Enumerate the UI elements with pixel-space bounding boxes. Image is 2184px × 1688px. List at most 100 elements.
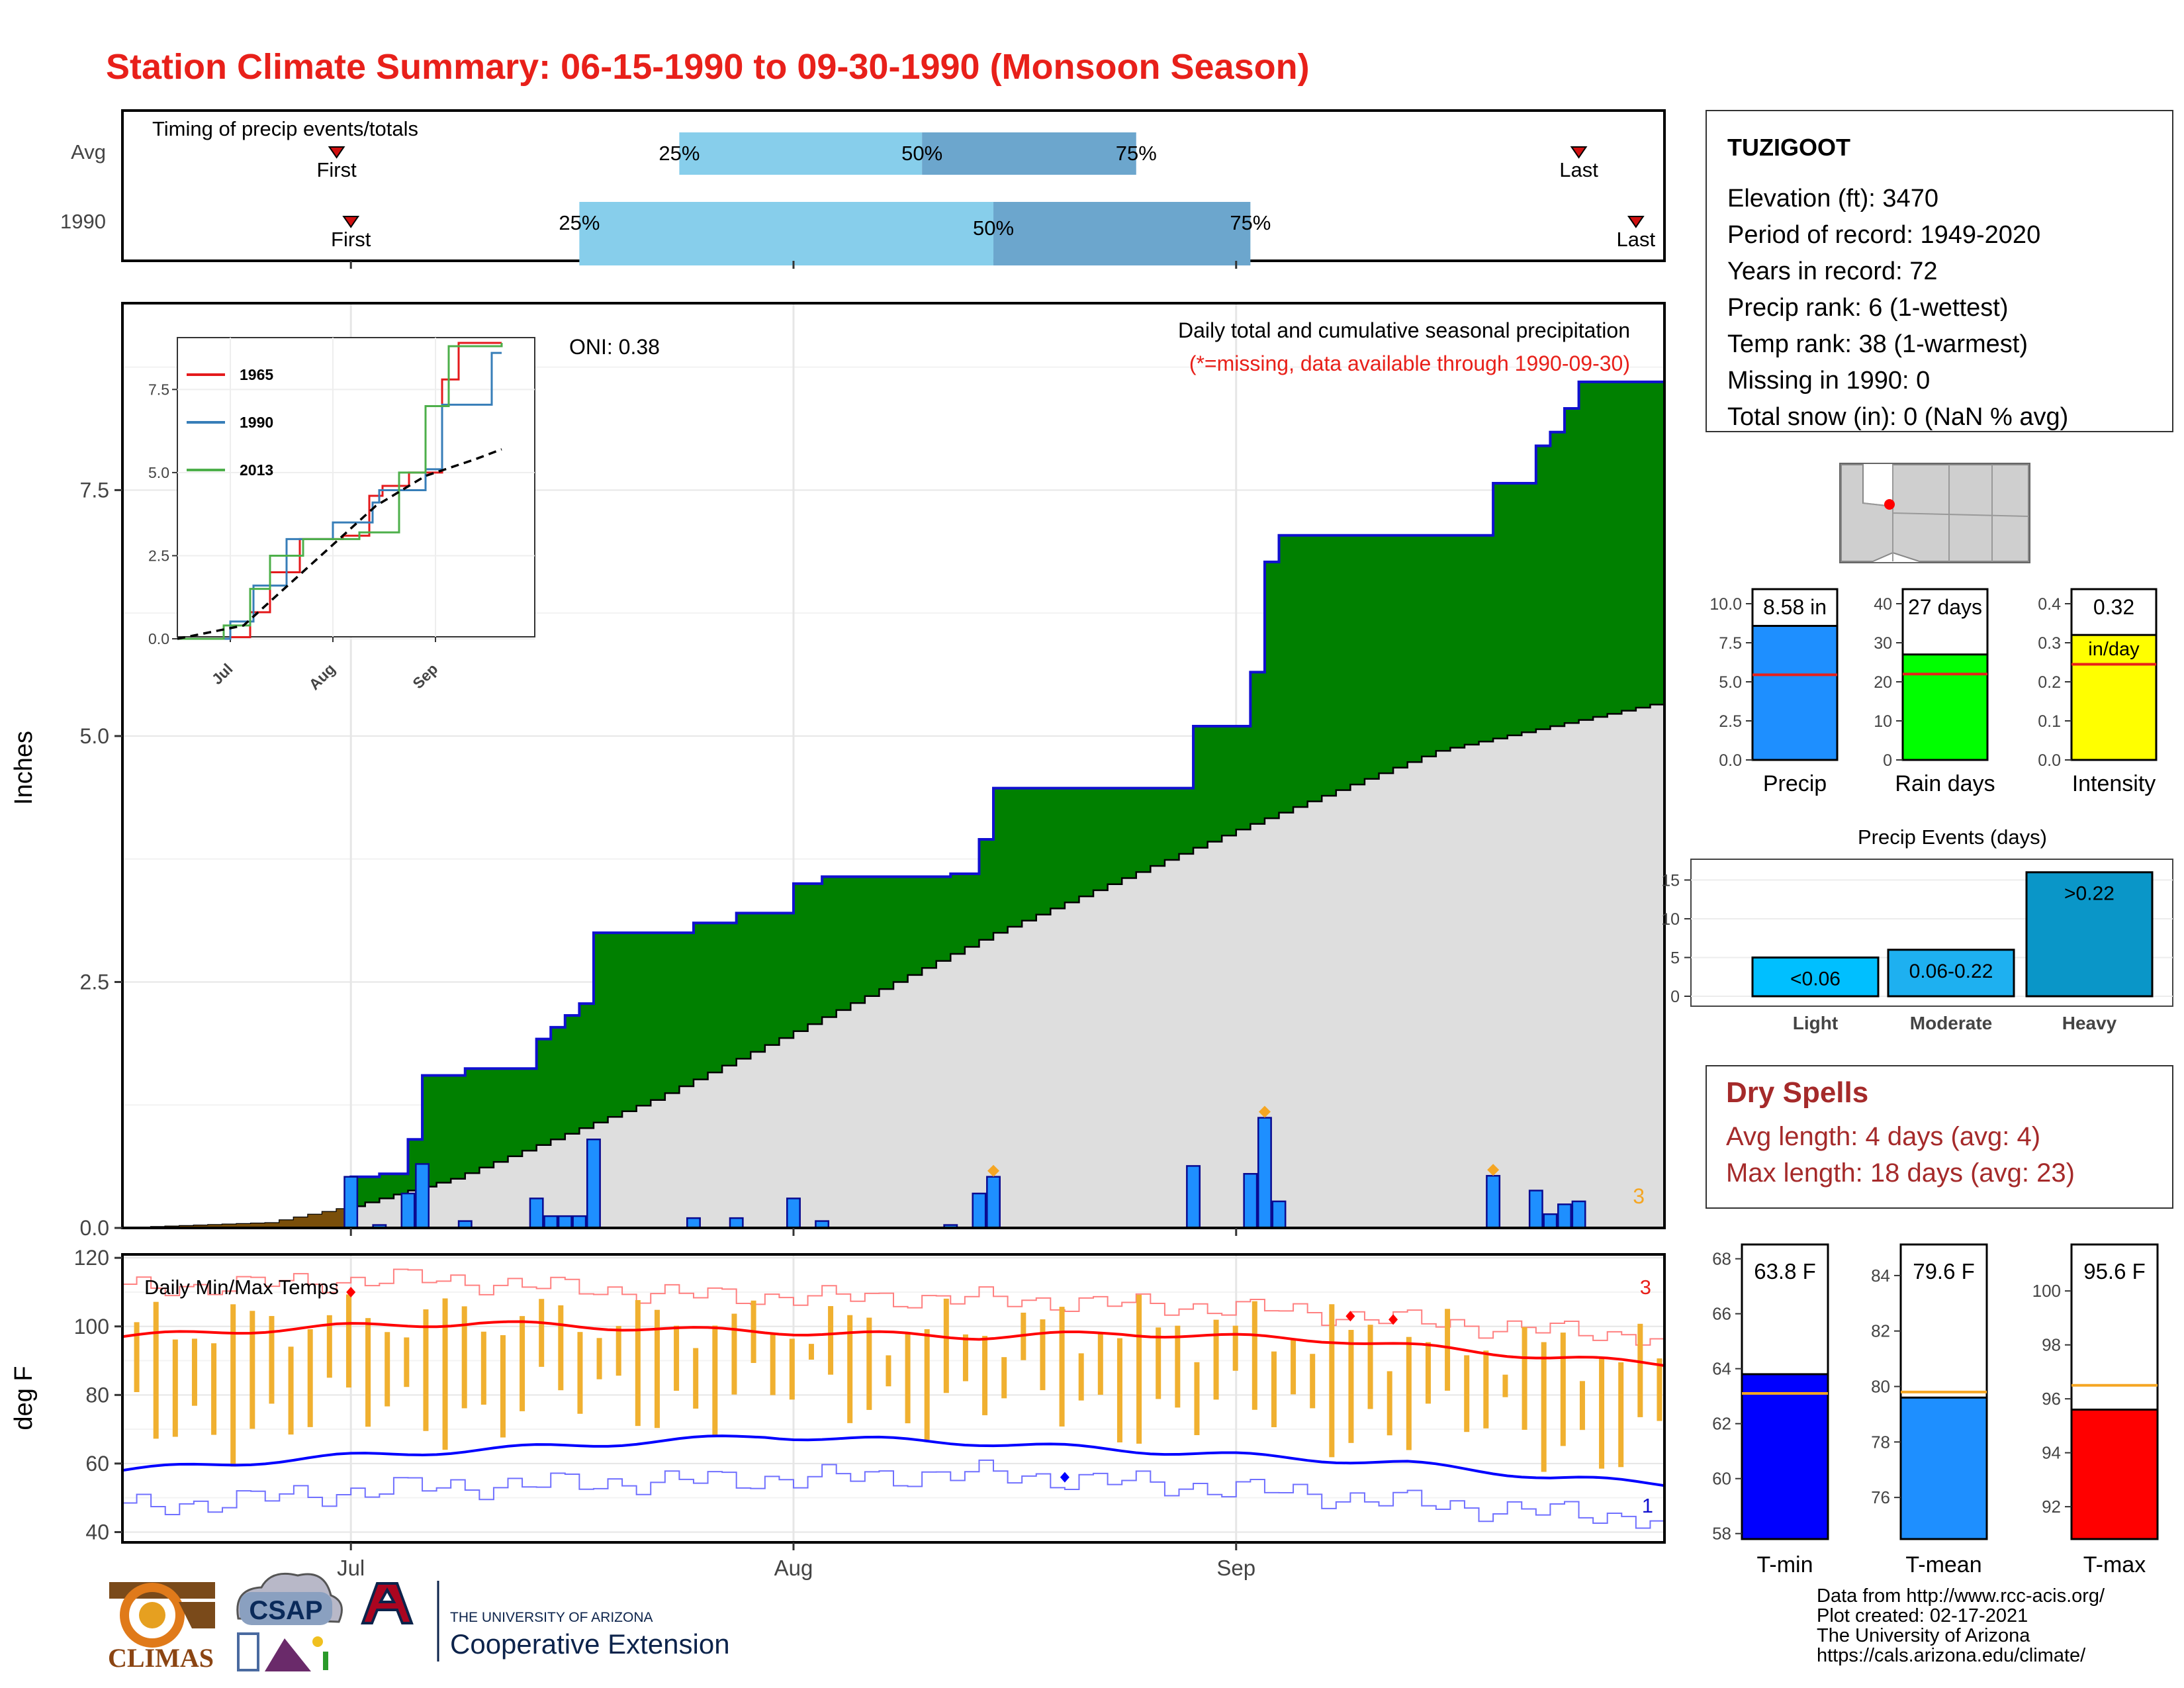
temp-summary-tick-label: 96: [2042, 1389, 2061, 1409]
daily-temp-bar: [1483, 1350, 1489, 1429]
daily-temp-bar: [250, 1311, 255, 1429]
summary-tick-label: 30: [1874, 634, 1892, 653]
daily-temp-bar: [1271, 1351, 1277, 1428]
temp-summary-label-0: T-min: [1757, 1552, 1813, 1577]
temp-summary-tick-label: 58: [1712, 1524, 1731, 1544]
daily-temp-bar: [1502, 1374, 1508, 1397]
temp-panel-title: Daily Min/Max Temps: [144, 1276, 339, 1299]
x-axis-tick-label: Aug: [774, 1556, 813, 1580]
timing-label-75: 75%: [1230, 211, 1271, 234]
events-category-0: Light: [1793, 1013, 1838, 1033]
timing-label-last: Last: [1617, 228, 1656, 251]
daily-temp-bar: [480, 1331, 486, 1405]
daily-temp-bar: [461, 1306, 467, 1409]
timing-label-50: 50%: [901, 142, 942, 165]
daily-temp-bar: [808, 1344, 814, 1360]
daily-temp-bar: [345, 1294, 351, 1388]
temp-missing-top: 3: [1640, 1276, 1651, 1299]
normal-min-line: [122, 1434, 1665, 1487]
station-info-line: Elevation (ft): 3470: [1727, 185, 1938, 212]
daily-temp-bar: [1232, 1325, 1238, 1371]
precip-y-tick-label: 2.5: [80, 970, 109, 994]
record-low-marker: [1060, 1472, 1069, 1483]
daily-precip-bar: [557, 1215, 572, 1229]
daily-temp-bar: [924, 1329, 930, 1440]
daily-temp-bar: [847, 1315, 853, 1423]
timing-label-75: 75%: [1116, 142, 1157, 165]
timing-marker-first: [328, 146, 345, 159]
inset-legend-label: 1965: [240, 366, 273, 383]
summary-bar-Intensity: [2070, 633, 2158, 761]
daily-precip-marker: [987, 1164, 1000, 1177]
daily-temp-bar: [1599, 1358, 1605, 1469]
temp-summary-tick-label: 82: [1871, 1321, 1890, 1341]
timing-box-upper-0: [922, 132, 1136, 175]
station-info-line: Years in record: 72: [1727, 258, 1938, 285]
daily-precip-marker: [1487, 1164, 1500, 1176]
daily-temp-bar: [1329, 1304, 1335, 1458]
summary-tick-label: 40: [1874, 595, 1892, 614]
events-bar-label-0: <0.06: [1790, 968, 1841, 990]
map-states-shape: [1841, 464, 2029, 562]
temperature-panel: 40 60 80 100 120 Daily Min/Max Temps 3 1 deg…: [10, 1228, 1666, 1580]
timing-marker-last: [1627, 216, 1645, 228]
daily-temp-bar: [1348, 1330, 1354, 1443]
daily-precip-bar: [1271, 1200, 1287, 1229]
daily-precip-bar: [1528, 1190, 1543, 1229]
summary-tick-label: 0: [1883, 751, 1892, 770]
timing-row-label-year: 1990: [60, 210, 106, 233]
daily-temp-bar: [230, 1304, 236, 1467]
station-location-dot: [1884, 499, 1895, 510]
timing-panel-title: Timing of precip events/totals: [152, 117, 418, 140]
daily-precip-bar: [972, 1192, 987, 1229]
temp-y-axis-label: deg F: [10, 1366, 38, 1430]
temp-summary-bar-T-max: [2070, 1408, 2159, 1540]
daily-temp-bar: [1136, 1295, 1142, 1444]
daily-temp-bar: [596, 1338, 602, 1380]
station-info-line: Period of record: 1949-2020: [1727, 221, 2040, 249]
station-info-box: TUZIGOOT Elevation (ft): 3470 Period of r…: [1706, 110, 2173, 432]
locator-map: [1839, 463, 2030, 563]
daily-temp-bar: [269, 1316, 275, 1404]
temp-summary-tick-label: 100: [2032, 1281, 2061, 1301]
daily-temp-bar: [1618, 1362, 1624, 1468]
daily-precip-bar: [400, 1192, 416, 1229]
daily-temp-bar: [211, 1343, 217, 1435]
university-logo: THE UNIVERSITY OF ARIZONA Cooperative Ex…: [361, 1581, 730, 1662]
summary-tick-label: 0.0: [1719, 751, 1742, 770]
daily-precip-bar: [1257, 1117, 1272, 1229]
daily-temp-bar: [1560, 1333, 1566, 1446]
daily-temp-bar: [1637, 1323, 1643, 1417]
daily-temp-bar: [1156, 1327, 1161, 1399]
temp-summary-value-2: 95.6 F: [2083, 1259, 2146, 1284]
credits: Data from http://www.rcc-acis.org/ Plot …: [1817, 1585, 2105, 1666]
daily-temp-bar: [1291, 1338, 1297, 1395]
daily-temp-bar: [1194, 1362, 1200, 1435]
daily-precip-marker: [1258, 1105, 1271, 1118]
timing-label-first: First: [316, 158, 357, 181]
daily-temp-bar: [385, 1332, 390, 1407]
inset-y-tick-label: 0.0: [148, 630, 169, 647]
summary-tick-label: 7.5: [1719, 634, 1742, 653]
precip-events-title: Precip Events (days): [1858, 825, 2047, 849]
temp-summary-tick-label: 68: [1712, 1249, 1731, 1269]
inset-average-line: [177, 448, 502, 640]
daily-temp-bar: [1541, 1342, 1547, 1472]
daily-temp-bar: [674, 1325, 680, 1391]
precip-events-chart: Precip Events (days) 0 5 10 15 <0.06 Light 0.0…: [1661, 825, 2173, 1033]
temp-summary-tick-label: 76: [1871, 1487, 1890, 1507]
daily-temp-bar: [1367, 1325, 1373, 1409]
precip-y-tick-label: 7.5: [80, 478, 109, 502]
events-bar-label-1: 0.06-0.22: [1909, 961, 1993, 982]
summary-tick-label: 0.2: [2038, 673, 2061, 692]
dry-spells-title: Dry Spells: [1726, 1076, 1868, 1109]
station-name: TUZIGOOT: [1727, 134, 1850, 161]
temp-summary-bar-T-min: [1741, 1373, 1829, 1540]
daily-temp-bar: [1445, 1309, 1451, 1391]
temp-summary-tick-label: 78: [1871, 1432, 1890, 1452]
daily-temp-bar: [1175, 1325, 1181, 1408]
summary-label-0: Precip: [1763, 771, 1827, 796]
summary-tick-label: 10: [1874, 712, 1892, 731]
